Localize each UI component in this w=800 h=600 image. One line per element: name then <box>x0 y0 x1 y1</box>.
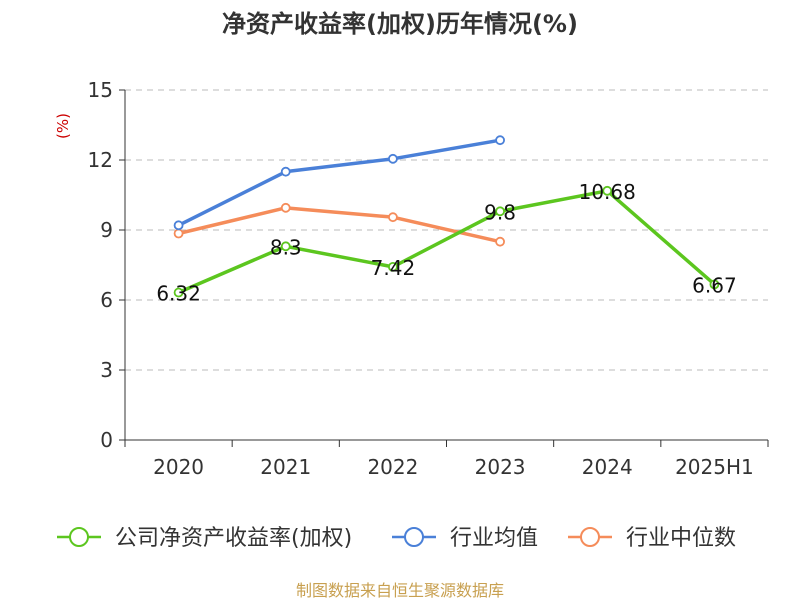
x-tick-label: 2025H1 <box>675 455 754 479</box>
data-label: 9.8 <box>484 200 516 224</box>
x-tick-label: 2023 <box>475 455 526 479</box>
y-tick-label: 15 <box>88 78 113 102</box>
data-point <box>280 202 291 213</box>
data-point <box>388 153 398 164</box>
x-tick-label: 2020 <box>153 455 204 479</box>
legend-marker <box>404 527 424 547</box>
data-label: 8.3 <box>270 235 302 259</box>
data-point <box>173 228 184 239</box>
series-line <box>178 206 501 244</box>
data-label: 6.67 <box>692 273 737 297</box>
legend-marker <box>69 527 89 547</box>
data-label: 6.32 <box>156 282 201 306</box>
data-point <box>709 279 720 290</box>
series-line <box>177 138 501 227</box>
legend-label: 行业中位数 <box>626 526 736 551</box>
y-tick-label: 12 <box>88 148 113 172</box>
source-note: 制图数据来自恒生聚源数据库 <box>296 581 504 600</box>
series-line <box>177 189 716 295</box>
data-point <box>495 206 505 217</box>
data-label: 7.42 <box>371 256 416 280</box>
data-label: 10.68 <box>579 180 636 204</box>
y-tick-label: 6 <box>100 288 113 312</box>
data-point <box>280 241 291 252</box>
y-tick-label: 3 <box>100 358 113 382</box>
data-point <box>280 166 291 177</box>
data-point <box>495 135 505 146</box>
y-tick-label: 0 <box>100 428 113 452</box>
chart-title: 净资产收益率(加权)历年情况(%) <box>222 10 578 38</box>
x-tick-label: 2021 <box>260 455 311 479</box>
series-lines <box>173 135 720 298</box>
data-point <box>495 236 505 247</box>
data-point <box>173 220 184 231</box>
data-labels: 6.32 8.3 7.42 9.8 10.68 6.67 <box>156 180 736 306</box>
legend: 公司净资产收益率(加权) 行业均值 行业中位数 <box>57 526 736 551</box>
data-point <box>388 212 398 223</box>
x-tick-label: 2024 <box>582 455 633 479</box>
y-tick-label: 9 <box>100 218 113 242</box>
legend-label: 行业均值 <box>450 526 538 551</box>
x-tick-label: 2022 <box>367 455 418 479</box>
legend-marker <box>580 527 600 547</box>
y-axis-unit-label: (%) <box>54 113 72 139</box>
data-point <box>173 287 184 298</box>
data-point <box>388 261 398 272</box>
legend-label: 公司净资产收益率(加权) <box>115 526 352 551</box>
data-point <box>602 185 613 196</box>
axes: 0 3 6 9 12 15 2020 2021 2022 2023 2024 2025H1 <box>88 78 769 479</box>
